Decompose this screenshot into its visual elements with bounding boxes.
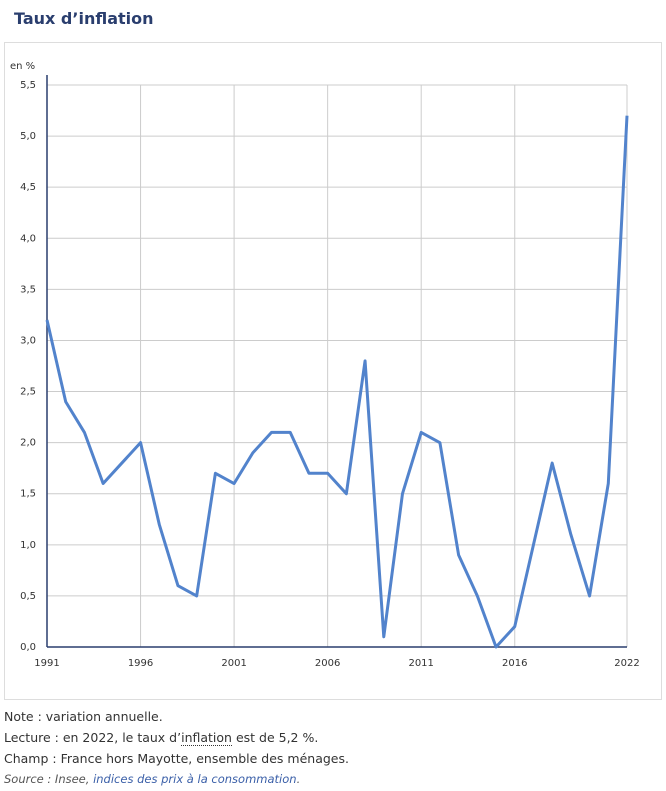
scope: Champ : France hors Mayotte, ensemble de… (4, 751, 349, 766)
y-tick-label: 0,0 (20, 642, 36, 653)
y-tick-label: 2,0 (20, 438, 36, 449)
y-tick-label: 5,5 (20, 80, 36, 91)
chart-title: Taux d’inflation (14, 9, 154, 28)
glossary-term[interactable]: inflation (181, 730, 232, 746)
y-tick-label: 1,0 (20, 540, 36, 551)
notes: Note : variation annuelle. Lecture : en … (4, 706, 349, 790)
x-tick-label: 2022 (614, 658, 639, 669)
y-tick-label: 4,0 (20, 233, 36, 244)
y-tick-label: 2,5 (20, 387, 36, 398)
text: . (296, 772, 301, 786)
source-link[interactable]: indices des prix à la consommation (93, 772, 297, 786)
x-tick-label: 1996 (128, 658, 153, 669)
reading: Lecture : en 2022, le taux d’inflation e… (4, 727, 349, 748)
y-tick-label: 3,5 (20, 284, 36, 295)
y-axis-label: en % (10, 61, 35, 72)
x-tick-label: 2006 (315, 658, 340, 669)
y-tick-label: 1,5 (20, 489, 36, 500)
text: est de 5,2 %. (231, 730, 319, 745)
note: Note : variation annuelle. (4, 709, 163, 724)
source: Source : Insee, indices des prix à la co… (4, 769, 349, 790)
data-line (45, 115, 629, 649)
chart-box (4, 42, 662, 700)
x-tick-label: 2001 (221, 658, 246, 669)
chart: en % 0,0 0,5 1,0 1,5 2,0 2,5 3,0 3,5 4,0 4,5 5,0 5,… (10, 61, 640, 669)
text: Lecture : en 2022, le taux d’ (4, 730, 182, 745)
x-tick-label: 2016 (502, 658, 527, 669)
y-tick-label: 0,5 (20, 591, 36, 602)
x-tick-label: 2011 (408, 658, 433, 669)
y-tick-label: 5,0 (20, 131, 36, 142)
text: Source : Insee, (4, 772, 94, 786)
y-tick-label: 3,0 (20, 335, 36, 346)
y-tick-label: 4,5 (20, 182, 36, 193)
x-tick-label: 1991 (34, 658, 59, 669)
